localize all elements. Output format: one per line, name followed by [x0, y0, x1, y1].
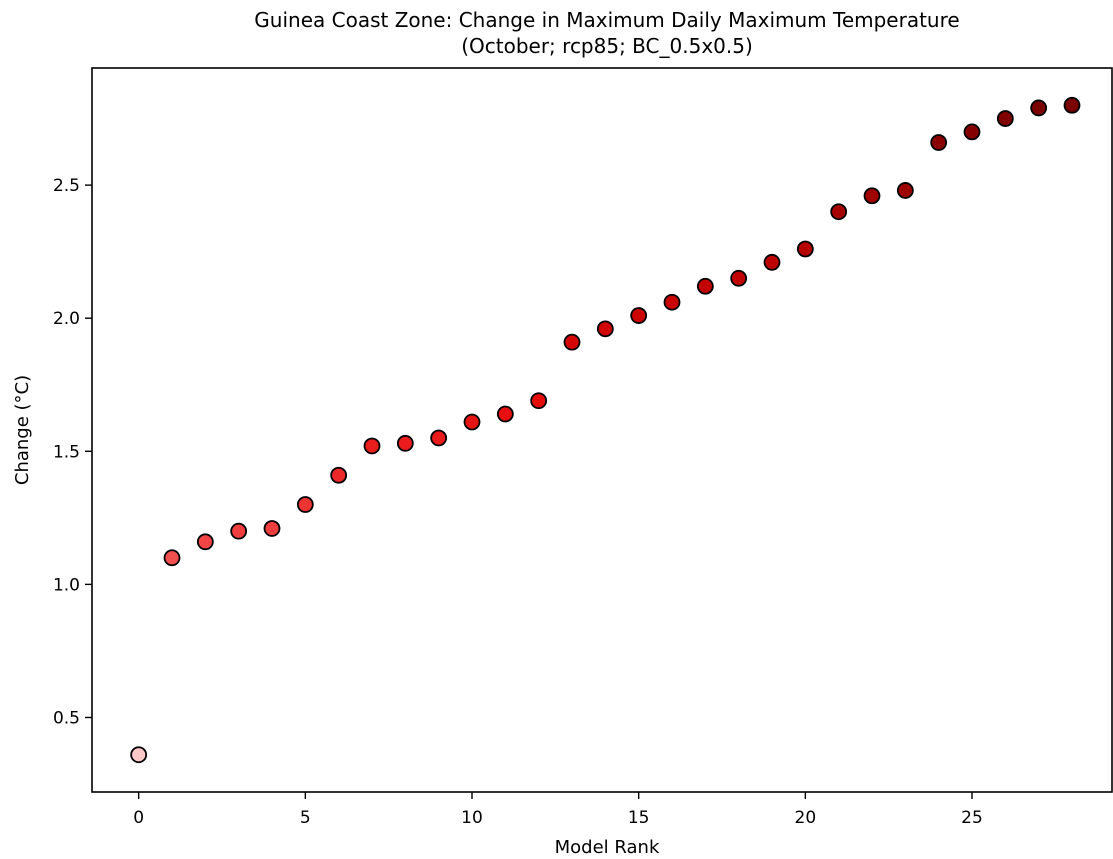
- data-point: [563, 333, 581, 351]
- data-point: [296, 496, 314, 513]
- data-point: [363, 437, 381, 455]
- x-axis: 0 5 10 15 20 25: [133, 792, 983, 828]
- chart-title: Guinea Coast Zone: Change in Maximum Dai…: [254, 8, 959, 32]
- data-point: [663, 293, 681, 311]
- y-tick-label: 2.0: [53, 309, 80, 329]
- x-tick-label: 25: [961, 808, 983, 828]
- plot-area: [91, 67, 1113, 793]
- x-tick-label: 10: [461, 808, 483, 828]
- data-point: [763, 253, 781, 271]
- data-point: [196, 533, 214, 551]
- data-point: [1030, 99, 1048, 117]
- data-point: [696, 277, 714, 295]
- chart-subtitle: (October; rcp85; BC_0.5x0.5): [461, 34, 753, 58]
- data-point: [130, 746, 148, 764]
- y-axis: 0.5 1.0 1.5 2.0 2.5: [53, 176, 92, 728]
- data-point: [996, 110, 1014, 127]
- data-point: [930, 134, 948, 151]
- data-point: [330, 466, 348, 484]
- data-point: [1063, 96, 1081, 114]
- data-point: [630, 307, 648, 324]
- data-point: [230, 522, 248, 540]
- data-point: [430, 429, 448, 447]
- y-tick-label: 0.5: [53, 708, 80, 728]
- data-point: [796, 240, 814, 258]
- y-tick-label: 1.5: [53, 442, 80, 462]
- y-tick-label: 2.5: [53, 176, 80, 196]
- data-points: [130, 96, 1081, 764]
- y-axis-label: Change (°C): [12, 375, 33, 485]
- x-tick-label: 5: [300, 808, 311, 828]
- data-point: [496, 405, 514, 423]
- x-axis-label: Model Rank: [555, 837, 660, 858]
- data-point: [463, 413, 481, 431]
- data-point: [896, 182, 914, 199]
- data-point: [396, 434, 414, 452]
- data-point: [163, 549, 181, 567]
- data-point: [963, 123, 981, 141]
- data-point: [863, 187, 881, 205]
- x-tick-label: 0: [133, 808, 144, 828]
- data-point: [530, 392, 548, 410]
- data-point: [596, 320, 614, 338]
- data-point: [830, 203, 848, 221]
- x-tick-label: 20: [795, 808, 817, 828]
- x-tick-label: 15: [628, 808, 650, 828]
- data-point: [730, 269, 748, 287]
- data-point: [263, 520, 281, 537]
- y-tick-label: 1.0: [53, 575, 80, 595]
